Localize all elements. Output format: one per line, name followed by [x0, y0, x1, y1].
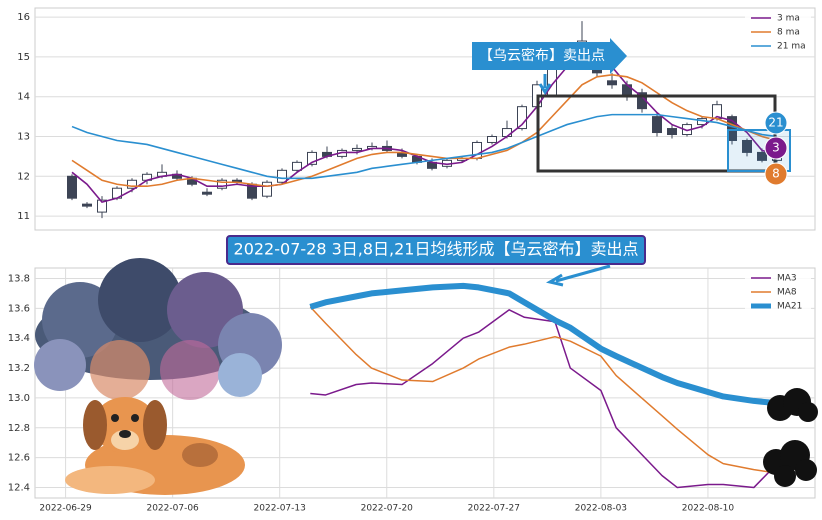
x-tick-label: 2022-07-27: [468, 504, 520, 514]
badge-label: 8: [772, 167, 780, 181]
candle-body: [487, 136, 497, 143]
candle-body: [202, 191, 212, 195]
y-tick-label: 15: [17, 52, 30, 63]
x-tick-label: 2022-08-10: [682, 504, 735, 514]
signal-pointer: [538, 74, 552, 95]
y-tick-label: 11: [17, 211, 30, 222]
legend-label: 8 ma: [777, 28, 800, 38]
y-tick-label: 13: [17, 132, 30, 143]
dog-illustration: [65, 397, 245, 495]
candle-body: [217, 179, 227, 189]
candle-body: [277, 169, 287, 183]
candle-body: [262, 181, 272, 197]
line: [310, 309, 785, 489]
y-tick-label: 16: [17, 12, 30, 23]
x-tick-label: 2022-07-13: [254, 504, 306, 514]
line: [309, 306, 785, 475]
badge: [764, 162, 788, 186]
y-tick-label: 12.6: [8, 453, 30, 464]
candle-body: [517, 106, 527, 130]
signal-arrow: [472, 38, 627, 74]
badge-label: 3: [772, 141, 780, 155]
x-tick-label: 2022-07-20: [361, 504, 414, 514]
cloud-illustration: [34, 258, 282, 400]
banner-pointer: [545, 264, 611, 287]
candle-body: [307, 151, 317, 165]
y-tick-label: 14: [17, 92, 30, 103]
badge-label: 21: [768, 116, 783, 130]
candle-body: [292, 161, 302, 171]
legend-label: 3 ma: [777, 14, 800, 24]
y-tick-label: 13.4: [8, 333, 30, 344]
candle-body: [652, 116, 662, 134]
candle-body: [82, 203, 92, 207]
line: [309, 282, 785, 407]
candle-body: [742, 139, 752, 153]
legend-label: MA3: [777, 274, 797, 284]
candle-body: [127, 179, 137, 189]
signal-label: 【乌云密布】卖出点: [479, 47, 605, 64]
legend-label: MA21: [777, 302, 802, 312]
badge: [764, 111, 788, 135]
x-tick-label: 2022-06-29: [39, 504, 92, 514]
ma-line: [71, 113, 778, 180]
candle-body: [757, 151, 767, 161]
y-tick-label: 13.8: [8, 273, 30, 284]
x-tick-label: 2022-08-03: [575, 504, 627, 514]
y-tick-label: 13.0: [8, 393, 30, 404]
y-tick-label: 13.6: [8, 303, 30, 314]
dark-clouds: [763, 388, 818, 487]
y-tick-label: 13.2: [8, 363, 30, 374]
banner-label: 2022-07-28 3日,8日,21日均线形成【乌云密布】卖出点: [234, 240, 639, 259]
ma-line: [71, 74, 778, 188]
candle-body: [67, 175, 77, 199]
y-tick-label: 12.8: [8, 423, 30, 434]
legend-label: MA8: [777, 288, 797, 298]
candle-body: [502, 128, 512, 138]
y-tick-label: 12: [17, 171, 30, 182]
y-tick-label: 12.4: [8, 483, 30, 494]
candle-body: [607, 80, 617, 86]
x-tick-label: 2022-07-06: [146, 504, 199, 514]
badge: [764, 136, 788, 160]
candle-body: [97, 199, 107, 213]
candle-body: [352, 147, 362, 151]
banner: [226, 235, 646, 265]
legend-label: 21 ma: [777, 42, 806, 52]
candle-body: [667, 128, 677, 136]
